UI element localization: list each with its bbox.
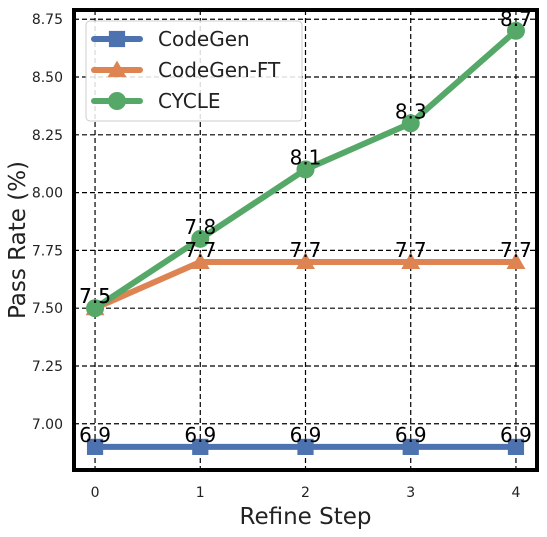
x-axis-title: Refine Step: [240, 504, 372, 530]
data-label: 7.5: [79, 284, 111, 308]
data-point: [507, 438, 525, 455]
data-label: 7.7: [395, 238, 427, 262]
data-label: 7.5: [79, 284, 111, 308]
data-label: 8.1: [290, 145, 322, 169]
data-point: [86, 299, 105, 318]
legend: CodeGen CodeGen-FT CYCLE: [85, 20, 303, 122]
y-tick-label: 8.75: [32, 12, 63, 28]
data-point: [296, 160, 315, 179]
data-point: [86, 438, 104, 455]
data-point: [402, 438, 419, 455]
data-point: [401, 114, 420, 133]
legend-marker: [107, 60, 127, 78]
y-tick-label: 8.00: [32, 186, 63, 202]
data-label: 6.9: [395, 423, 427, 447]
x-tick-label: 2: [301, 485, 310, 501]
plot-frame: [72, 8, 539, 472]
legend-box: [85, 20, 303, 122]
data-label: 7.8: [184, 215, 216, 239]
legend-label: CodeGen-FT: [158, 58, 281, 82]
y-tick-label: 7.25: [32, 359, 63, 375]
y-tick-label: 7.50: [32, 301, 63, 317]
x-tick-label: 4: [511, 485, 520, 501]
y-tick-label: 7.75: [32, 243, 63, 259]
y-tick-label: 8.50: [32, 70, 63, 86]
data-point: [506, 21, 525, 40]
data-label: 7.7: [184, 238, 216, 262]
data-label: 6.9: [184, 423, 216, 447]
y-tick-label: 7.00: [32, 417, 63, 433]
data-point: [297, 438, 314, 455]
series-layer: [85, 21, 526, 455]
axis-ticks: 0 1 2 3 4 7.00 7.25 7.50 7.75 8.00 8.25 8.50 8.75: [32, 12, 521, 501]
legend-marker: [108, 30, 126, 48]
data-point: [506, 252, 526, 270]
data-labels: 6.9 6.9 6.9 6.9 6.97.57.7 7.7 7.7 7.77.57.88.18…: [79, 7, 532, 447]
legend-label: CYCLE: [158, 89, 220, 113]
x-tick-label: 3: [406, 485, 415, 501]
data-point: [192, 438, 209, 455]
data-label: 7.7: [500, 238, 532, 262]
data-label: 6.9: [79, 423, 111, 447]
data-label: 7.7: [290, 238, 322, 262]
data-label: 6.9: [500, 423, 532, 447]
x-tick-label: 0: [91, 485, 100, 501]
y-axis-title: Pass Rate (%): [5, 161, 31, 319]
data-point: [190, 252, 210, 270]
y-tick-label: 8.25: [32, 128, 63, 144]
legend-label: CodeGen: [158, 27, 250, 51]
data-point: [191, 229, 210, 248]
data-label: 8.3: [395, 99, 427, 123]
x-tick-label: 1: [196, 485, 205, 501]
data-point: [296, 252, 315, 270]
legend-marker: [108, 92, 126, 110]
data-label: 6.9: [290, 423, 322, 447]
data-point: [401, 252, 421, 270]
